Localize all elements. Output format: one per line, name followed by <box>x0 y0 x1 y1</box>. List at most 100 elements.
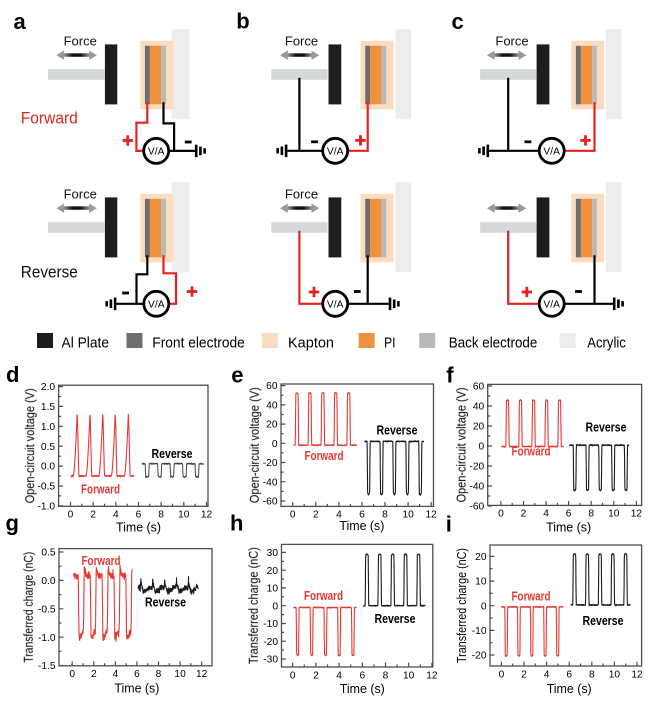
svg-text:-60: -60 <box>263 497 278 508</box>
svg-text:Reverse: Reverse <box>152 447 193 461</box>
svg-text:Force: Force <box>64 33 97 48</box>
svg-text:Time (s): Time (s) <box>547 681 592 696</box>
svg-text:0: 0 <box>69 669 75 680</box>
svg-text:-1.5: -1.5 <box>38 661 56 672</box>
svg-text:Forward: Forward <box>21 110 78 128</box>
svg-text:Time (s): Time (s) <box>114 680 159 695</box>
svg-text:10: 10 <box>178 510 190 521</box>
svg-text:Reverse: Reverse <box>21 264 78 282</box>
svg-text:Time (s): Time (s) <box>116 519 161 534</box>
svg-text:10: 10 <box>403 670 415 681</box>
svg-text:20: 20 <box>266 420 278 431</box>
svg-text:Force: Force <box>495 33 528 48</box>
svg-text:4: 4 <box>113 669 119 680</box>
svg-text:0: 0 <box>290 510 296 521</box>
svg-text:h: h <box>230 511 243 536</box>
svg-text:b: b <box>236 9 249 34</box>
svg-text:10: 10 <box>402 510 414 521</box>
svg-text:4: 4 <box>543 509 549 520</box>
svg-text:Force: Force <box>64 186 97 201</box>
svg-text:Reverse: Reverse <box>145 596 186 610</box>
svg-text:1.5: 1.5 <box>41 402 55 413</box>
svg-text:0: 0 <box>498 509 504 520</box>
svg-text:12: 12 <box>196 669 208 680</box>
svg-text:-10: -10 <box>263 619 278 630</box>
svg-text:2.0: 2.0 <box>41 382 55 393</box>
svg-text:Al Plate: Al Plate <box>62 335 110 351</box>
svg-text:Open-circuit voltage (V): Open-circuit voltage (V) <box>248 387 262 503</box>
svg-text:60: 60 <box>266 381 278 392</box>
svg-text:Front electrode: Front electrode <box>152 335 245 351</box>
svg-text:-1.0: -1.0 <box>38 502 56 513</box>
svg-text:Kapton: Kapton <box>288 335 334 351</box>
svg-text:4: 4 <box>544 669 550 680</box>
svg-text:-1.0: -1.0 <box>38 633 56 644</box>
svg-text:0: 0 <box>68 510 74 521</box>
svg-text:a: a <box>14 9 27 34</box>
svg-text:V/A: V/A <box>543 146 560 157</box>
svg-text:V/A: V/A <box>148 147 165 158</box>
svg-text:12: 12 <box>631 509 643 520</box>
svg-text:V/A: V/A <box>327 299 344 310</box>
svg-text:-20: -20 <box>263 637 278 648</box>
svg-text:10: 10 <box>609 669 621 680</box>
svg-text:Reverse: Reverse <box>375 612 416 626</box>
svg-text:d: d <box>6 362 19 387</box>
svg-text:Time (s): Time (s) <box>546 520 591 535</box>
svg-text:2: 2 <box>90 510 96 521</box>
svg-text:-40: -40 <box>263 477 278 488</box>
svg-text:Forward: Forward <box>304 589 343 603</box>
svg-text:c: c <box>452 9 464 34</box>
svg-text:6: 6 <box>566 669 572 680</box>
svg-text:Reverse: Reverse <box>377 424 418 438</box>
svg-text:4: 4 <box>336 670 342 681</box>
svg-text:2: 2 <box>521 669 527 680</box>
svg-text:PI: PI <box>384 335 396 351</box>
svg-text:-20: -20 <box>472 651 487 662</box>
svg-text:-10: -10 <box>472 626 487 637</box>
svg-text:Forward: Forward <box>305 449 344 463</box>
svg-text:6: 6 <box>136 510 142 521</box>
svg-text:8: 8 <box>156 669 162 680</box>
svg-text:Reverse: Reverse <box>586 421 627 435</box>
svg-text:2: 2 <box>313 510 319 521</box>
svg-text:-20: -20 <box>263 458 278 469</box>
svg-text:0: 0 <box>272 439 278 450</box>
svg-text:6: 6 <box>359 670 365 681</box>
svg-text:0: 0 <box>479 442 485 453</box>
svg-text:0.5: 0.5 <box>41 442 55 453</box>
svg-text:12: 12 <box>201 510 213 521</box>
svg-text:Transferred charge (nC): Transferred charge (nC) <box>455 548 469 663</box>
svg-text:Force: Force <box>285 33 318 48</box>
svg-text:Open-circuit voltage (V): Open-circuit voltage (V) <box>23 388 37 503</box>
svg-text:Open-circuit voltage (V): Open-circuit voltage (V) <box>455 387 469 502</box>
svg-text:-60: -60 <box>469 502 484 513</box>
svg-text:0.0: 0.0 <box>41 576 55 587</box>
svg-text:0: 0 <box>481 601 487 612</box>
svg-text:40: 40 <box>266 401 278 412</box>
svg-text:Back electrode: Back electrode <box>449 335 538 351</box>
svg-text:4: 4 <box>336 510 342 521</box>
svg-text:2: 2 <box>521 509 527 520</box>
svg-text:8: 8 <box>589 669 595 680</box>
svg-text:V/A: V/A <box>148 299 165 310</box>
svg-text:12: 12 <box>426 510 438 521</box>
svg-text:12: 12 <box>426 670 438 681</box>
svg-text:e: e <box>231 362 243 387</box>
svg-text:8: 8 <box>588 509 594 520</box>
svg-text:30: 30 <box>267 548 279 559</box>
svg-text:12: 12 <box>631 669 643 680</box>
svg-text:6: 6 <box>359 510 365 521</box>
svg-text:Reverse: Reverse <box>583 614 624 628</box>
svg-text:6: 6 <box>566 509 572 520</box>
svg-text:0: 0 <box>499 669 505 680</box>
svg-text:8: 8 <box>383 670 389 681</box>
svg-text:0: 0 <box>290 670 296 681</box>
svg-text:40: 40 <box>473 402 485 413</box>
svg-text:1.0: 1.0 <box>41 422 55 433</box>
svg-text:V/A: V/A <box>543 299 560 310</box>
svg-text:Force: Force <box>285 186 318 201</box>
svg-text:2: 2 <box>313 670 319 681</box>
svg-text:Forward: Forward <box>512 445 551 459</box>
svg-text:-30: -30 <box>263 655 278 666</box>
